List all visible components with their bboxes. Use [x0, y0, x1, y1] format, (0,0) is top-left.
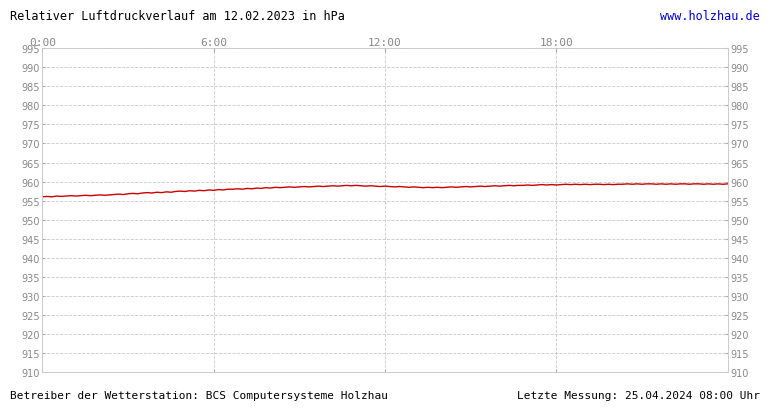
Text: Letzte Messung: 25.04.2024 08:00 Uhr: Letzte Messung: 25.04.2024 08:00 Uhr — [517, 390, 760, 400]
Text: Betreiber der Wetterstation: BCS Computersysteme Holzhau: Betreiber der Wetterstation: BCS Compute… — [10, 390, 388, 400]
Text: www.holzhau.de: www.holzhau.de — [660, 10, 760, 23]
Text: Relativer Luftdruckverlauf am 12.02.2023 in hPa: Relativer Luftdruckverlauf am 12.02.2023… — [10, 10, 345, 23]
